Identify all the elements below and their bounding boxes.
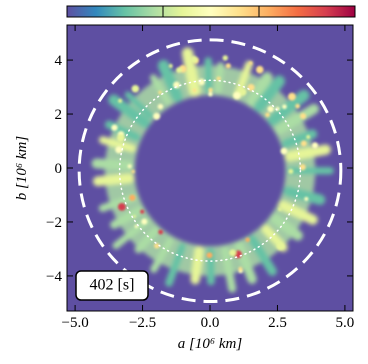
blob	[301, 140, 307, 146]
blob	[118, 203, 126, 211]
blob	[295, 104, 300, 109]
blob	[115, 146, 122, 153]
blob	[128, 164, 132, 168]
blob	[304, 197, 308, 201]
blob	[278, 208, 281, 211]
finger	[290, 150, 326, 157]
blob	[158, 230, 163, 235]
blob	[111, 124, 117, 130]
blob	[238, 267, 242, 271]
blob	[288, 93, 296, 101]
y-axis-label: b [10⁶ km]	[14, 136, 30, 201]
blob	[153, 113, 160, 120]
x-tick-label: 0.0	[201, 315, 220, 331]
blob	[208, 92, 212, 96]
x-axis-label: a [10⁶ km]	[178, 336, 243, 352]
blob	[208, 88, 213, 93]
blob	[229, 249, 236, 256]
blob	[193, 89, 197, 93]
blob	[190, 56, 197, 63]
blob	[247, 84, 254, 91]
y-tick-label: 0	[55, 161, 63, 177]
x-tick-label: −5.0	[61, 315, 88, 331]
blob	[249, 61, 253, 65]
blob	[277, 243, 284, 250]
blob	[217, 76, 221, 80]
blob	[281, 148, 288, 155]
x-tick-label: −2.5	[129, 315, 156, 331]
blob	[306, 135, 310, 139]
heatmap	[67, 25, 353, 311]
blob	[300, 113, 306, 119]
finger	[97, 163, 130, 165]
y-tick-label: −2	[46, 215, 62, 231]
blob	[141, 219, 147, 225]
blob	[129, 195, 135, 201]
y-tick-label: 2	[55, 107, 63, 123]
x-tick-label: 5.0	[336, 315, 355, 331]
blob	[226, 63, 231, 68]
colorbar	[67, 6, 355, 17]
finger	[98, 178, 130, 181]
blob	[206, 252, 212, 258]
blob	[176, 67, 182, 73]
blob	[312, 142, 318, 148]
y-tick-label: 4	[55, 53, 63, 69]
y-tick-label: −4	[46, 269, 62, 285]
blob	[133, 215, 136, 218]
x-tick-label: 2.5	[268, 315, 287, 331]
blob	[233, 92, 241, 100]
blob	[246, 238, 250, 242]
blob	[198, 79, 205, 86]
blob	[118, 99, 122, 103]
blob	[223, 55, 228, 60]
blob	[132, 85, 140, 93]
blob	[169, 64, 173, 68]
blob	[158, 104, 163, 109]
blob	[140, 210, 144, 214]
blob	[282, 104, 287, 109]
blob	[158, 91, 161, 94]
finger	[195, 251, 199, 280]
blob	[131, 170, 135, 174]
annotation: 402 [s]	[90, 277, 135, 294]
blob	[256, 66, 264, 74]
blob	[117, 134, 125, 142]
blob	[288, 169, 293, 174]
blob	[265, 113, 270, 118]
